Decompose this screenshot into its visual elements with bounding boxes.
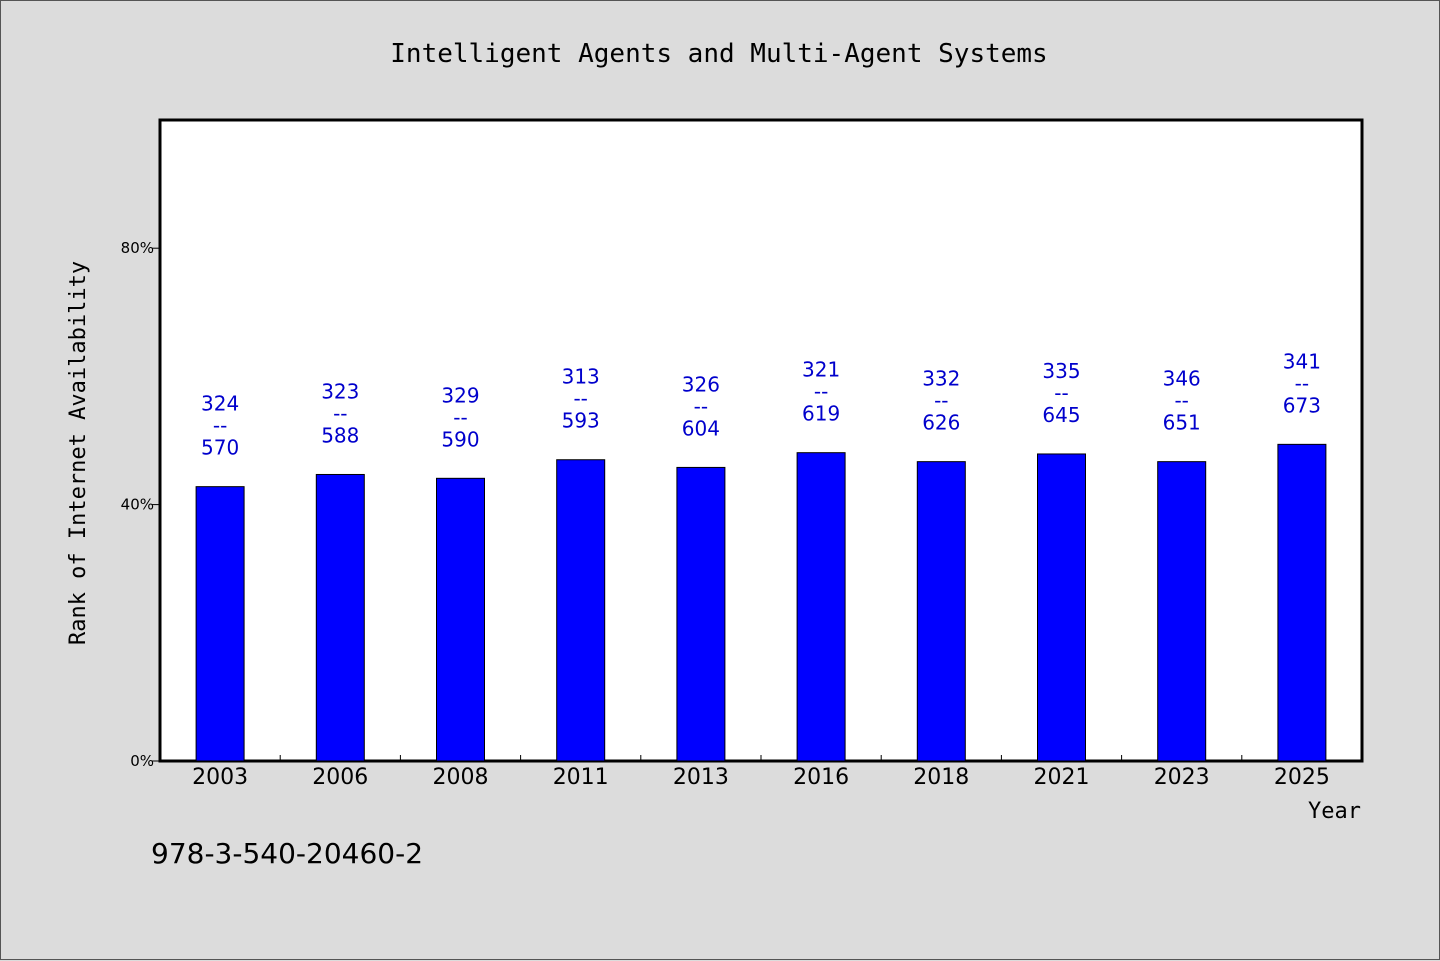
bar — [1037, 453, 1086, 762]
bar — [1157, 461, 1207, 762]
data-label-separator: -- — [573, 387, 587, 411]
bar — [315, 473, 365, 762]
bar — [796, 452, 846, 762]
bar — [916, 461, 966, 762]
data-label-numerator: 332 — [922, 367, 960, 391]
data-label-denominator: 619 — [802, 402, 840, 426]
data-label-denominator: 588 — [321, 423, 359, 447]
x-tick-label: 2013 — [673, 765, 729, 790]
data-label-numerator: 324 — [201, 392, 239, 416]
data-label-separator: -- — [453, 405, 467, 429]
bar — [676, 466, 726, 762]
data-label-numerator: 313 — [562, 365, 600, 389]
data-label-numerator: 335 — [1042, 359, 1080, 383]
y-axis-title: Rank of Internet Availability — [66, 261, 91, 645]
data-label-numerator: 341 — [1283, 349, 1321, 373]
x-tick-label: 2018 — [913, 765, 969, 790]
data-labels: 324--570323--588329--590313--593326--604… — [201, 349, 1321, 459]
x-tick-label: 2021 — [1034, 765, 1090, 790]
x-tick-label: 2023 — [1154, 765, 1210, 790]
x-tick-label: 2003 — [192, 765, 248, 790]
data-label-denominator: 673 — [1283, 393, 1321, 417]
data-label-separator: -- — [934, 389, 948, 413]
data-label-numerator: 329 — [441, 383, 479, 407]
y-axis-ticks: 0% 40% 80% — [121, 239, 160, 770]
data-label-separator: -- — [213, 414, 227, 438]
data-label-denominator: 590 — [441, 427, 479, 451]
data-label-numerator: 323 — [321, 379, 359, 403]
bars — [195, 443, 1327, 762]
y-tick-label: 80% — [121, 239, 154, 257]
x-tick-label: 2016 — [793, 765, 849, 790]
x-tick-label: 2011 — [553, 765, 609, 790]
bar — [195, 486, 245, 762]
data-label-numerator: 326 — [682, 372, 720, 396]
chart-title: Intelligent Agents and Multi-Agent Syste… — [390, 39, 1047, 69]
data-label-separator: -- — [333, 401, 347, 425]
bar — [436, 477, 485, 762]
data-label-denominator: 604 — [682, 416, 720, 440]
data-label-separator: -- — [814, 380, 828, 404]
x-axis-title: Year — [1308, 799, 1361, 824]
y-tick-label: 0% — [130, 752, 154, 770]
data-label-denominator: 651 — [1163, 411, 1201, 435]
data-label-denominator: 570 — [201, 436, 239, 460]
data-label-numerator: 346 — [1163, 367, 1201, 391]
data-label-separator: -- — [1295, 371, 1309, 395]
data-label-denominator: 626 — [922, 411, 960, 435]
x-tick-label: 2006 — [312, 765, 368, 790]
data-label-denominator: 593 — [562, 409, 600, 433]
category-labels: 2003 2006 2008 2011 2013 2016 2018 2021 2023 2025 — [192, 765, 1330, 790]
data-label-separator: -- — [694, 394, 708, 418]
x-tick-label: 2008 — [433, 765, 489, 790]
x-axis-ticks — [279, 755, 1243, 761]
isbn-footer: 978-3-540-20460-2 — [151, 837, 423, 870]
y-tick-label: 40% — [121, 496, 154, 514]
data-label-separator: -- — [1054, 381, 1068, 405]
data-label-separator: -- — [1174, 389, 1188, 413]
bar — [1277, 443, 1327, 762]
data-label-denominator: 645 — [1042, 403, 1080, 427]
data-label-numerator: 321 — [802, 358, 840, 382]
bar — [556, 459, 606, 762]
x-tick-label: 2025 — [1274, 765, 1330, 790]
